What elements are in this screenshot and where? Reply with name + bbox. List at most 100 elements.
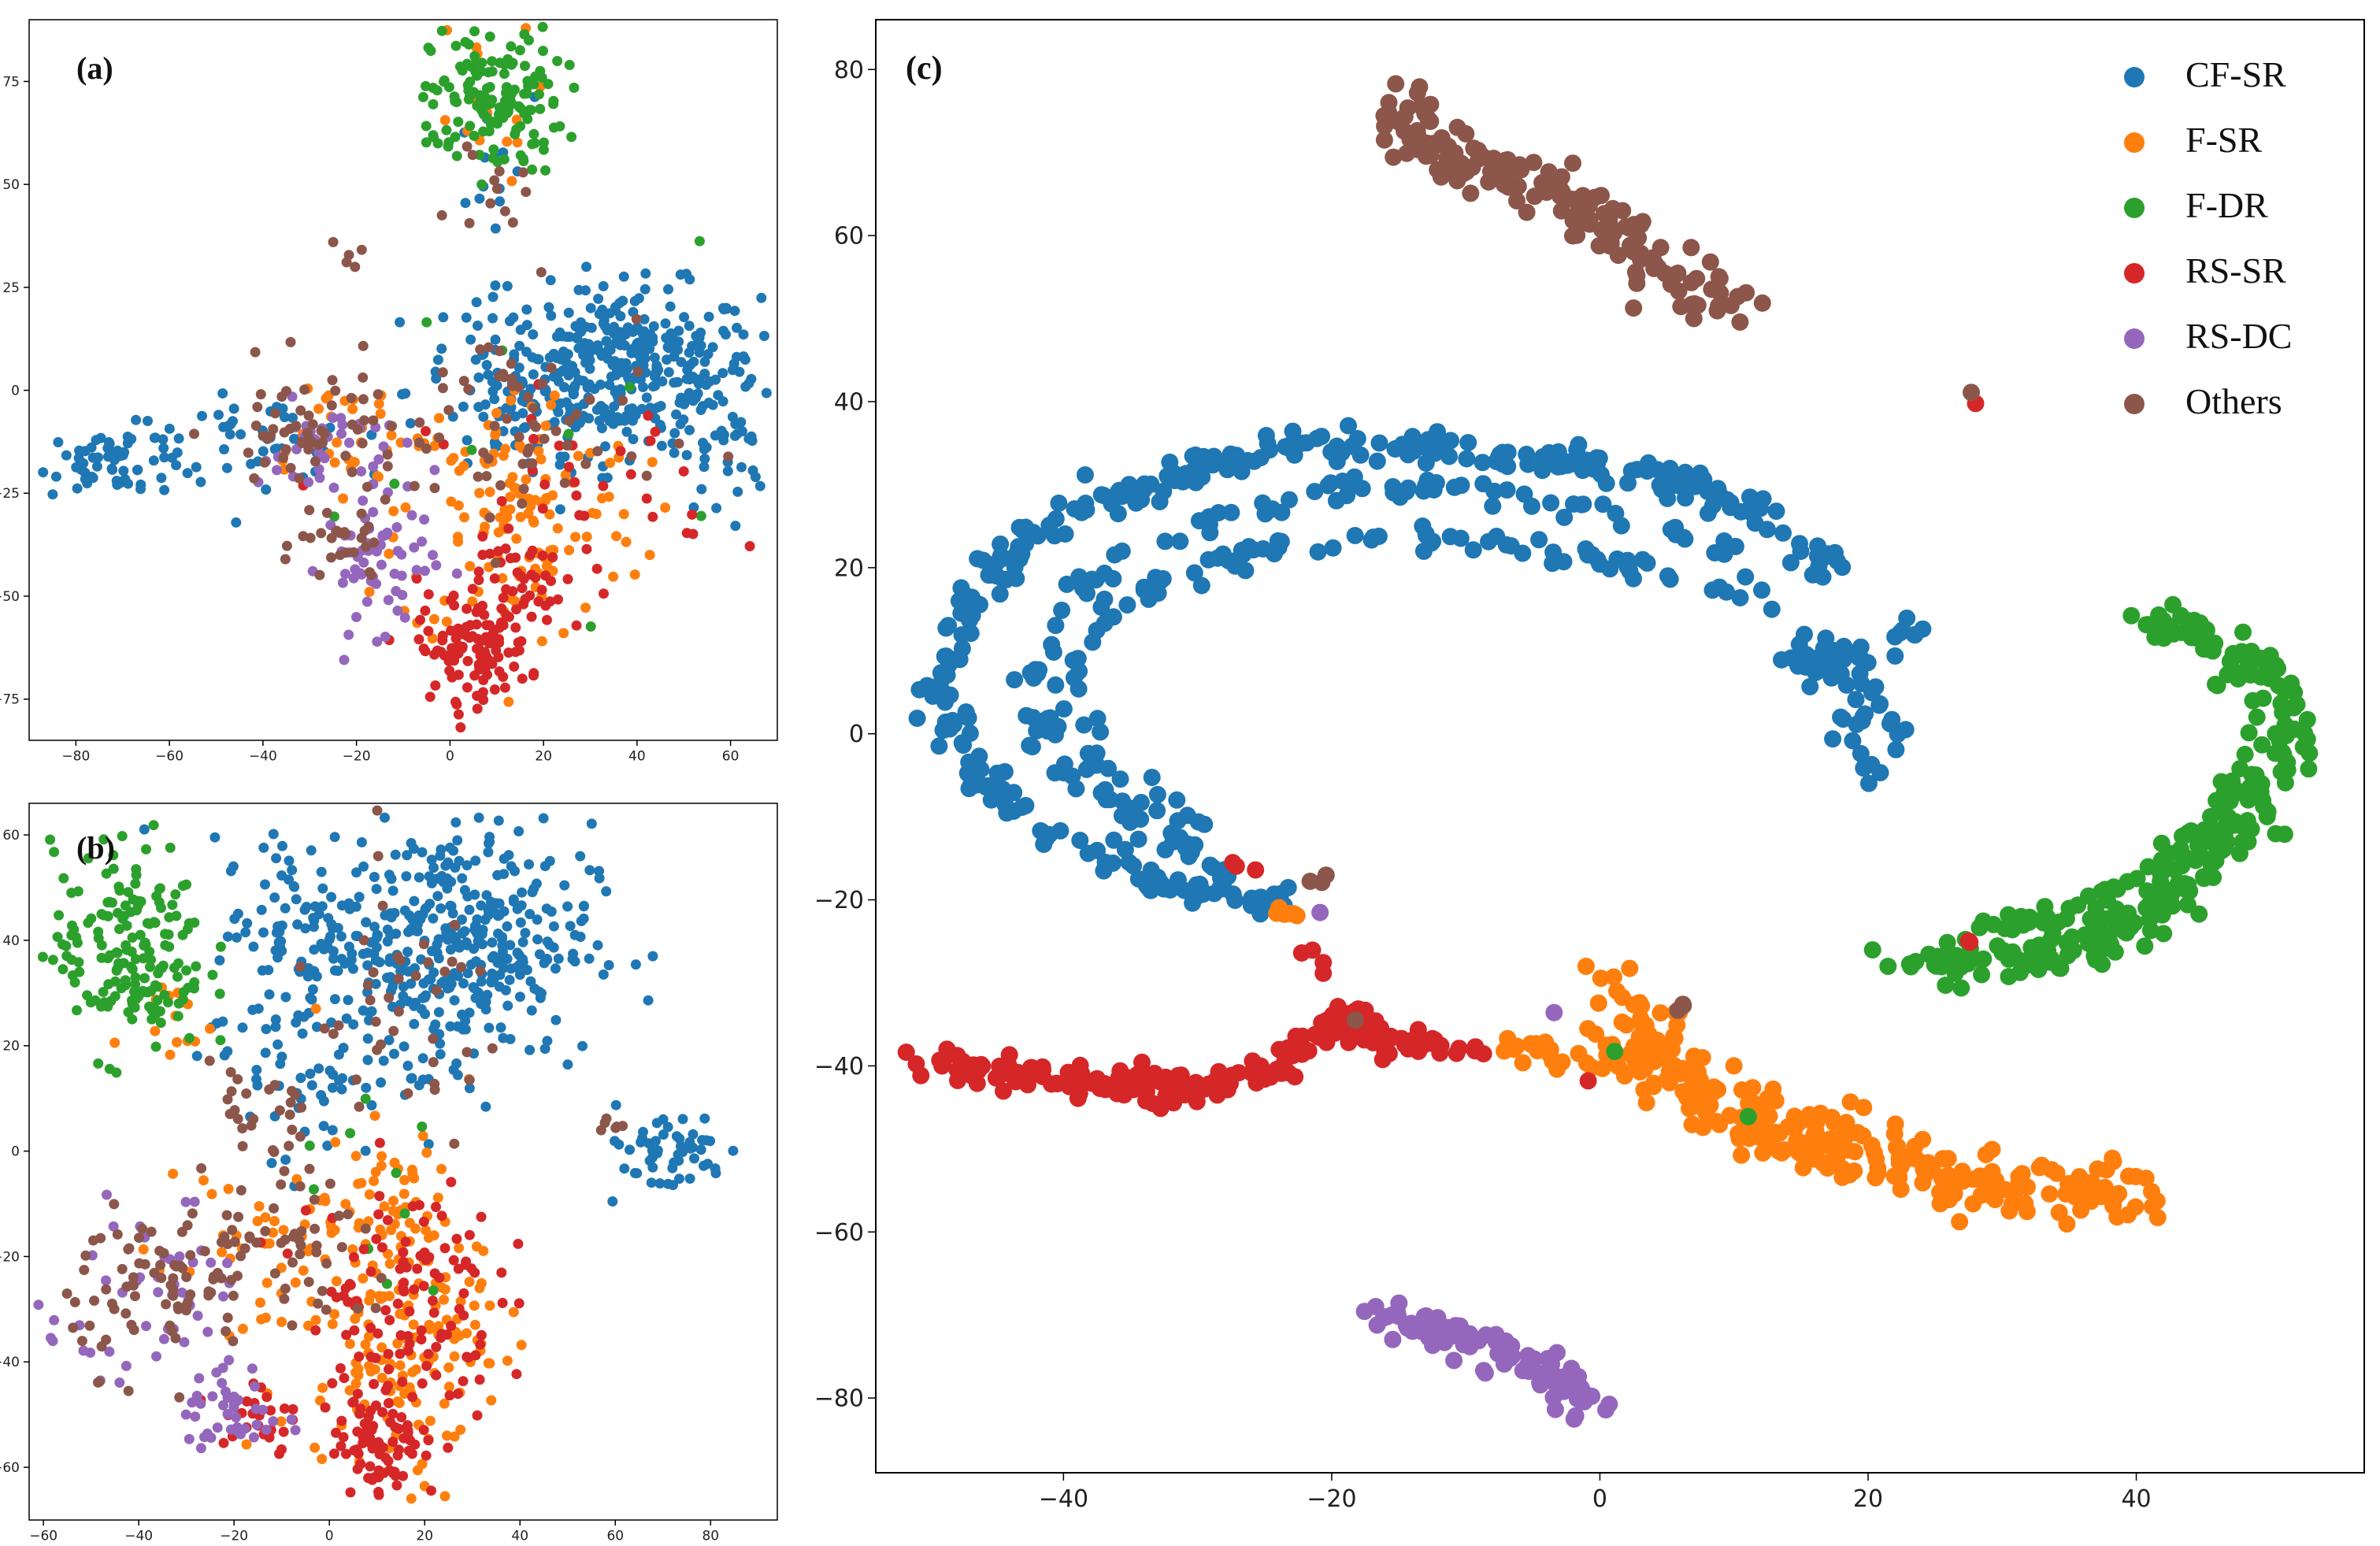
point-rs-dc — [180, 1196, 191, 1207]
point-rs-dc — [179, 1337, 190, 1348]
point-cf-sr — [562, 901, 573, 912]
point-f-dr — [72, 937, 83, 948]
point-f-dr — [1952, 979, 1970, 997]
point-cf-sr — [684, 321, 695, 332]
point-rs-sr — [371, 1233, 382, 1244]
point-f-sr — [388, 506, 399, 517]
point-others — [299, 384, 310, 395]
point-cf-sr — [417, 1053, 428, 1064]
point-others — [1411, 78, 1429, 96]
point-cf-sr — [91, 435, 102, 446]
point-others — [517, 458, 528, 469]
point-others — [499, 372, 510, 383]
point-others — [336, 1242, 347, 1252]
point-f-sr — [1822, 1108, 1841, 1126]
point-rs-sr — [265, 1405, 276, 1416]
point-cf-sr — [952, 579, 970, 597]
point-cf-sr — [574, 417, 585, 428]
point-cf-sr — [132, 465, 143, 476]
point-rs-sr — [399, 1433, 410, 1444]
point-cf-sr — [544, 940, 555, 951]
point-f-sr — [2148, 1209, 2167, 1226]
point-cf-sr — [1053, 601, 1071, 619]
point-f-sr — [205, 1023, 215, 1034]
point-cf-sr — [159, 484, 170, 495]
point-cf-sr — [258, 842, 269, 853]
point-rs-sr — [410, 1439, 421, 1450]
point-others — [475, 966, 486, 977]
point-cf-sr — [1192, 577, 1210, 595]
point-others — [169, 1259, 180, 1270]
point-f-dr — [2136, 937, 2154, 955]
point-others — [632, 366, 643, 377]
point-rs-sr — [1377, 1033, 1396, 1051]
point-cf-sr — [457, 1009, 467, 1020]
point-others — [346, 392, 357, 403]
x-tick-label: 0 — [1592, 1485, 1607, 1513]
point-cf-sr — [1201, 524, 1219, 542]
point-rs-sr — [458, 1288, 469, 1299]
point-cf-sr — [1132, 810, 1150, 829]
point-cf-sr — [1132, 794, 1150, 811]
point-cf-sr — [271, 853, 282, 864]
point-cf-sr — [1711, 578, 1729, 596]
point-cf-sr — [1201, 856, 1219, 874]
point-cf-sr — [960, 753, 978, 771]
point-others — [358, 415, 369, 426]
point-f-dr — [2190, 905, 2208, 923]
point-rs-dc — [1503, 1337, 1521, 1355]
point-rs-sr — [511, 604, 521, 615]
point-f-dr — [1985, 915, 2003, 933]
point-cf-sr — [1542, 494, 1560, 512]
point-cf-sr — [242, 918, 253, 929]
point-f-dr — [478, 126, 489, 137]
point-cf-sr — [1491, 445, 1509, 463]
point-cf-sr — [332, 922, 343, 933]
point-cf-sr — [1092, 486, 1110, 504]
point-rs-sr — [374, 1191, 385, 1202]
point-others — [428, 1033, 439, 1044]
point-rs-sr — [1432, 1036, 1450, 1055]
point-cf-sr — [476, 900, 487, 911]
point-cf-sr — [1088, 710, 1107, 728]
point-cf-sr — [404, 910, 415, 921]
point-others — [617, 395, 628, 406]
point-f-dr — [2164, 625, 2182, 643]
legend-item-f-dr: F-DR — [2124, 185, 2268, 225]
point-f-sr — [546, 399, 557, 410]
legend-item-rs-sr: RS-SR — [2124, 250, 2286, 291]
point-f-sr — [1887, 1138, 1905, 1156]
point-others — [1422, 113, 1440, 131]
point-rs-sr — [409, 1284, 420, 1295]
point-cf-sr — [1169, 812, 1187, 830]
point-f-dr — [2164, 595, 2182, 614]
point-cf-sr — [934, 683, 952, 701]
point-cf-sr — [524, 859, 534, 869]
point-cf-sr — [647, 951, 658, 962]
point-others — [285, 1097, 296, 1108]
point-cf-sr — [1222, 503, 1240, 521]
point-cf-sr — [618, 271, 629, 282]
y-tick-label: 50 — [2, 177, 20, 193]
point-rs-sr — [461, 621, 472, 632]
point-f-dr — [421, 137, 432, 148]
legend-item-cf-sr: CF-SR — [2124, 54, 2286, 95]
x-tick-label: 20 — [1853, 1485, 1883, 1513]
point-others — [402, 1088, 413, 1099]
point-f-sr — [495, 512, 506, 523]
point-rs-dc — [286, 1414, 297, 1425]
point-others — [463, 384, 474, 395]
point-cf-sr — [280, 1155, 291, 1165]
point-cf-sr — [306, 1080, 317, 1091]
point-cf-sr — [502, 954, 513, 964]
point-cf-sr — [276, 870, 287, 881]
point-cf-sr — [684, 274, 695, 285]
point-cf-sr — [603, 344, 614, 355]
point-f-dr — [156, 903, 166, 914]
point-others — [287, 1320, 298, 1331]
point-cf-sr — [1484, 497, 1502, 515]
point-rs-dc — [1374, 1309, 1392, 1327]
point-cf-sr — [684, 347, 695, 358]
point-f-dr — [2252, 649, 2270, 667]
